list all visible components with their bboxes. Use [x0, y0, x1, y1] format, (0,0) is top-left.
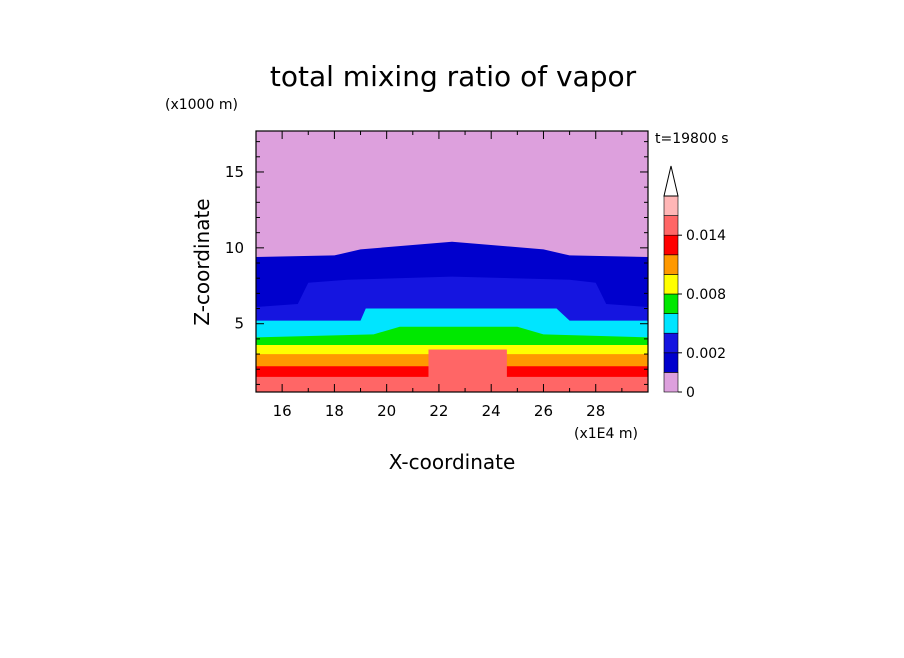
colorbar-segment: [663, 274, 679, 295]
plot-axes: 16 18 20 22 24 26 28 5 10 15: [225, 130, 649, 420]
contour-fills: [256, 131, 648, 392]
colorbar-segment: [663, 352, 679, 373]
y-unit-label: (x1000 m): [165, 97, 238, 113]
x-tick-label: 24: [482, 402, 501, 420]
x-unit-label: (x1E4 m): [574, 426, 638, 442]
colorbar-segment: [663, 313, 679, 334]
x-tick-label: 26: [534, 402, 553, 420]
y-tick-label: 5: [234, 315, 244, 333]
time-label: t=19800 s: [655, 131, 729, 147]
y-axis-label: Z-coordinate: [190, 198, 214, 325]
x-tick-label: 22: [429, 402, 448, 420]
colorbar-extend: [663, 165, 679, 197]
colorbar-tick-label: 0.014: [686, 228, 726, 244]
contour-bump: [428, 349, 507, 392]
colorbar-segment: [663, 254, 679, 275]
colorbar-tick-label: 0: [686, 385, 695, 401]
y-tick-label: 10: [225, 239, 244, 257]
y-tick-label: 15: [225, 163, 244, 181]
x-tick-label: 20: [377, 402, 396, 420]
x-axis-label: X-coordinate: [389, 450, 516, 474]
chart-title: total mixing ratio of vapor: [270, 60, 637, 93]
plot-frame: [255, 130, 649, 393]
colorbar-segment: [663, 195, 679, 216]
colorbar-segment: [663, 332, 679, 354]
colorbar-tick-label: 0.008: [686, 287, 726, 303]
x-tick-label: 28: [586, 402, 605, 420]
x-tick-label: 16: [273, 402, 292, 420]
colorbar-segment: [663, 293, 679, 314]
colorbar-tick-label: 0.002: [686, 346, 726, 362]
colorbar-segment: [663, 372, 679, 393]
x-tick-label: 18: [325, 402, 344, 420]
colorbar-segment: [663, 215, 679, 236]
colorbar: 0 0.002 0.008 0.014: [663, 165, 726, 401]
colorbar-segment: [663, 234, 679, 256]
